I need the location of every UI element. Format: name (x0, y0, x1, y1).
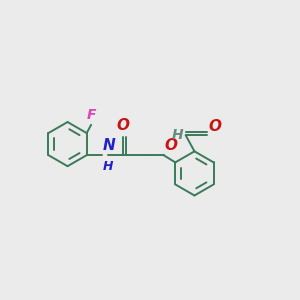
Text: O: O (117, 118, 130, 134)
Text: O: O (164, 138, 177, 153)
Text: H: H (103, 160, 113, 173)
Text: O: O (208, 119, 221, 134)
Text: H: H (172, 128, 183, 142)
Text: F: F (86, 108, 96, 122)
Text: N: N (103, 138, 116, 153)
